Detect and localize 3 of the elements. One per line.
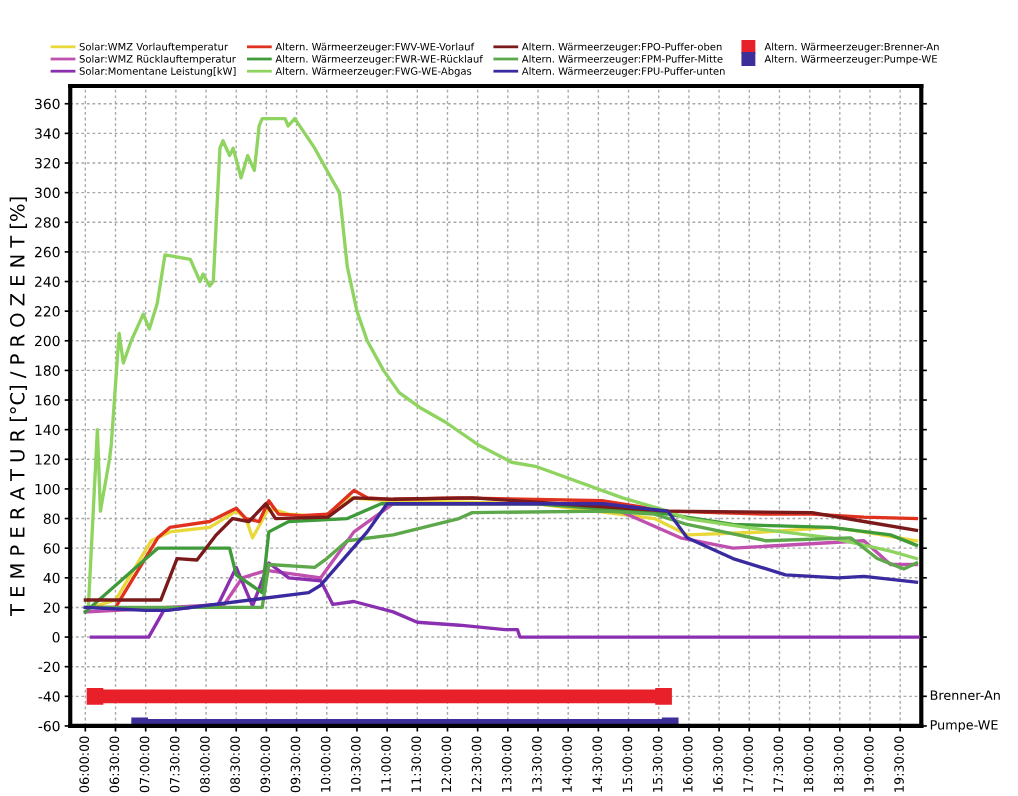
- line-series: [86, 116, 919, 610]
- line-series: [89, 561, 920, 639]
- y-axis-title: T E M P E R A T U R [°C] / P R O Z E N T [%]: [9, 197, 27, 617]
